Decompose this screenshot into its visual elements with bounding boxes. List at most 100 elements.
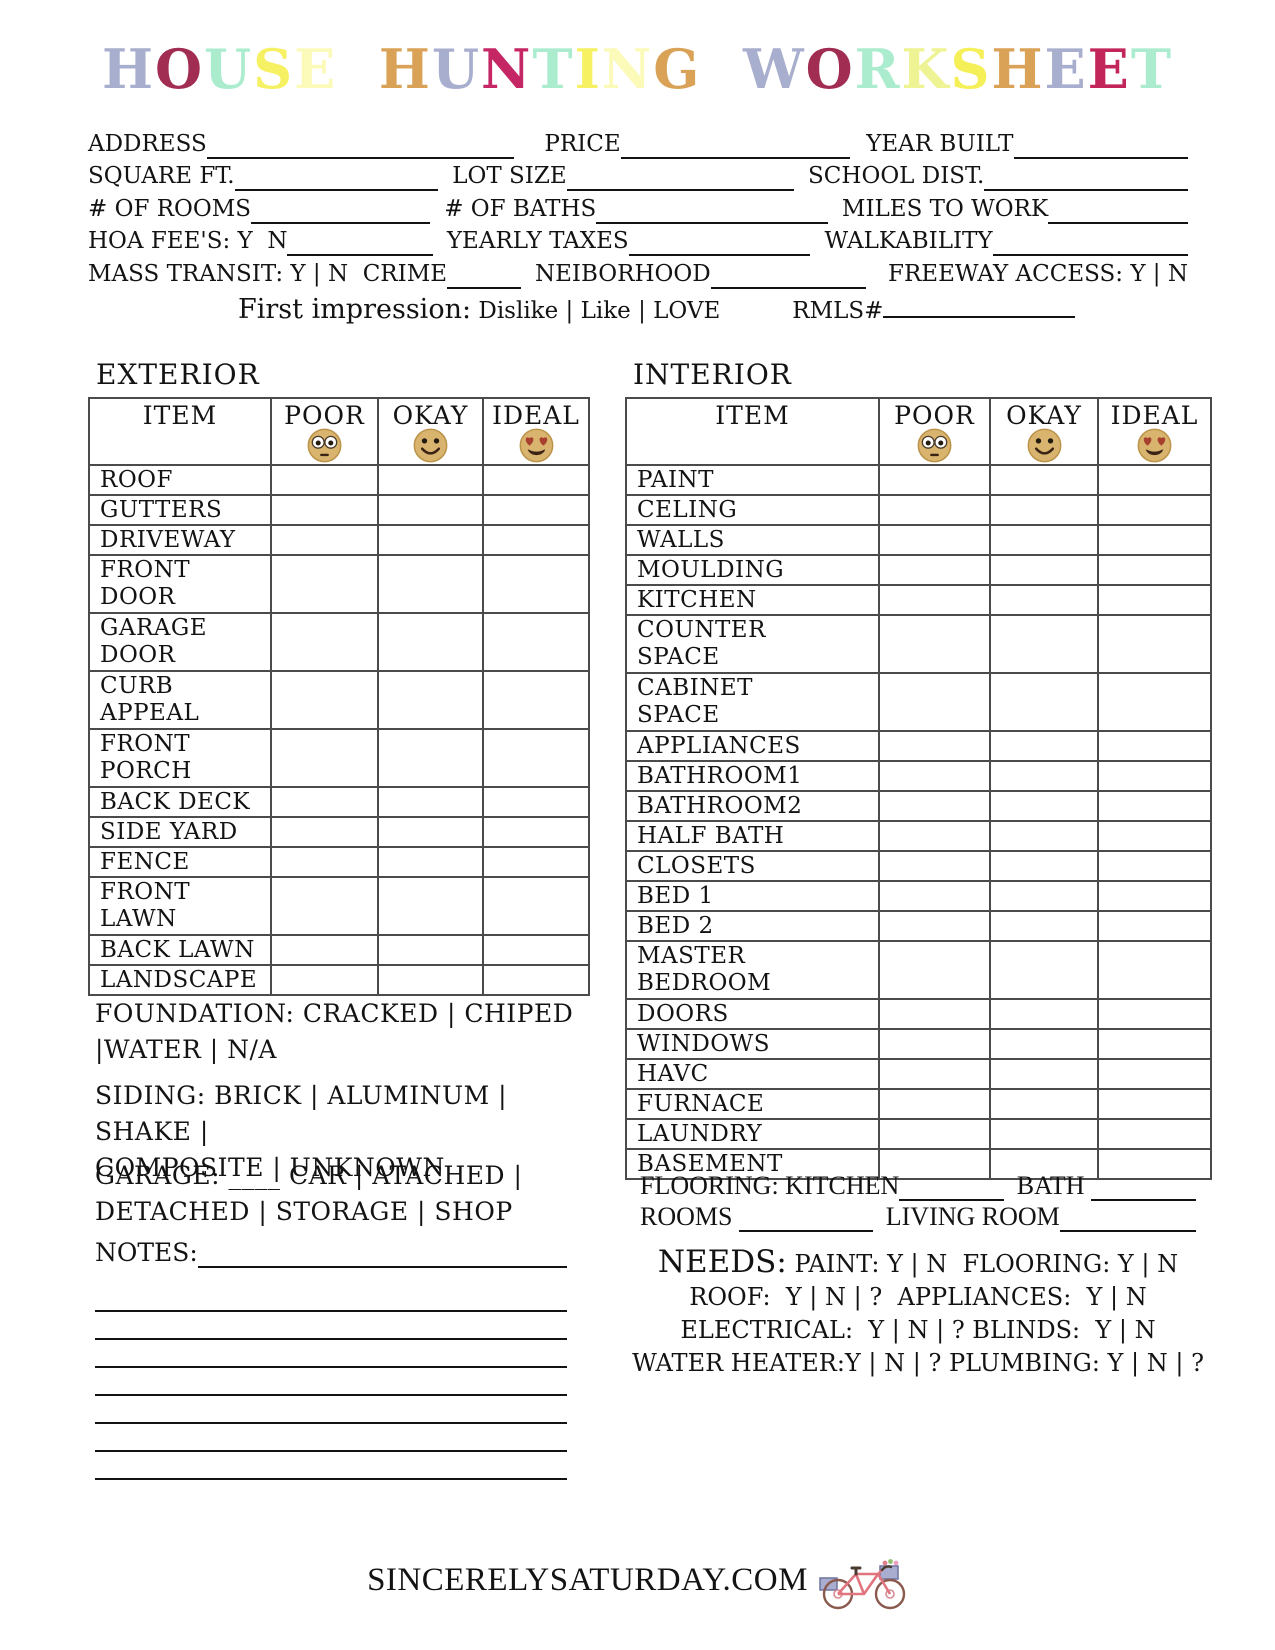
rating-cell-poor xyxy=(878,1148,991,1180)
item-cell: CURB APPEAL xyxy=(88,670,272,730)
item-label: BACK DECK xyxy=(100,788,251,815)
needs-first-line: PAINT: Y | N FLOORING: Y | N xyxy=(786,1250,1179,1278)
item-label: ROOF xyxy=(100,466,173,493)
table-row: HALF BATH xyxy=(625,820,1212,852)
rating-cell-poor xyxy=(878,880,991,912)
rating-cell-poor xyxy=(270,554,379,614)
item-cell: LAUNDRY xyxy=(625,1118,880,1150)
needs-line: ELECTRICAL: Y | N | ? BLINDS: Y | N xyxy=(680,1316,1156,1344)
rating-cell-ideal xyxy=(1097,494,1212,526)
notes-label: NOTES: xyxy=(95,1238,198,1267)
item-label: SPACE xyxy=(637,644,720,670)
rating-cell-okay xyxy=(989,554,1099,586)
notes-rule-line xyxy=(95,1422,567,1452)
rating-cell-poor xyxy=(878,790,991,822)
item-label: FENCE xyxy=(100,848,190,875)
table-row: BED 2 xyxy=(625,910,1212,942)
table-row: WALLS xyxy=(625,524,1212,556)
rating-cell-ideal xyxy=(1097,850,1212,882)
flooring-field-label: LIVING ROOM xyxy=(879,1202,1060,1231)
flooring-row: FLOORING: KITCHEN BATH xyxy=(640,1170,1197,1201)
form-field-label: # OF BATHS xyxy=(444,195,597,222)
footer: SINCERELYSATURDAY.COM xyxy=(0,1548,1275,1612)
flooring-field-blank-line xyxy=(899,1173,1005,1201)
item-label: MOULDING xyxy=(637,556,785,583)
exterior-section: EXTERIOR ITEM POOR OKAY IDEAL ROOF GUTTERS DRI… xyxy=(88,358,590,996)
rating-cell-ideal xyxy=(482,554,590,614)
table-row: BATHROOM1 xyxy=(625,760,1212,792)
rating-cell-ideal xyxy=(1097,910,1212,942)
rating-cell-okay xyxy=(377,524,484,556)
table-row: MOULDING xyxy=(625,554,1212,586)
rating-cell-okay xyxy=(989,850,1099,882)
item-cell: BATHROOM1 xyxy=(625,760,880,792)
rating-cell-okay xyxy=(377,934,484,966)
form-field-blank-line xyxy=(1013,131,1188,159)
page-title: HOUSE HUNTING WORKSHEET xyxy=(0,42,1275,96)
item-label: FURNACE xyxy=(637,1090,765,1117)
table-row: SIDE YARD xyxy=(88,816,590,848)
flushed-face-emoji xyxy=(880,427,989,464)
title-letter xyxy=(337,42,379,96)
interior-heading: INTERIOR xyxy=(633,358,792,391)
foundation-line: FOUNDATION: CRACKED | CHIPED xyxy=(95,999,574,1028)
rating-cell-okay xyxy=(377,846,484,878)
item-cell: BASEMENT xyxy=(625,1148,880,1180)
column-header-label: OKAY xyxy=(392,401,469,430)
property-info-form: ADDRESS PRICE YEAR BUILT SQUARE FT. LOT SIZE… xyxy=(88,126,1189,289)
item-label: FRONT xyxy=(100,557,191,583)
item-label: BEDROOM xyxy=(637,970,772,996)
header-row: ITEM POOR OKAY IDEAL xyxy=(625,397,1212,466)
title-letter: U xyxy=(204,37,254,101)
form-field-blank-line xyxy=(447,261,521,289)
item-label: BED 2 xyxy=(637,912,714,939)
item-cell: BACK LAWN xyxy=(88,934,272,966)
item-cell: DRIVEWAY xyxy=(88,524,272,556)
item-cell: BATHROOM2 xyxy=(625,790,880,822)
rating-cell-poor xyxy=(878,1118,991,1150)
rating-cell-ideal xyxy=(1097,790,1212,822)
table-row: CELING xyxy=(625,494,1212,526)
heart-eyes-emoji xyxy=(1099,427,1210,464)
rating-cell-ideal xyxy=(1097,584,1212,616)
smiley-face-emoji xyxy=(991,427,1097,464)
rating-cell-ideal xyxy=(1097,880,1212,912)
title-letter: E xyxy=(294,37,338,101)
rating-cell-poor xyxy=(878,584,991,616)
column-header-okay: OKAY xyxy=(989,397,1099,466)
form-row: ADDRESS PRICE YEAR BUILT xyxy=(88,126,1188,159)
column-header-label: OKAY xyxy=(1006,401,1082,430)
form-field-label: YEAR BUILT xyxy=(866,130,1014,157)
item-label: FRONT xyxy=(100,879,191,905)
rating-cell-poor xyxy=(270,964,379,996)
column-header-label: POOR xyxy=(894,401,975,430)
item-label: HALF BATH xyxy=(637,822,785,849)
form-field-blank-line xyxy=(620,131,851,159)
rating-cell-ideal xyxy=(482,846,590,878)
rating-cell-ideal xyxy=(1097,760,1212,792)
rating-cell-ideal xyxy=(1097,820,1212,852)
column-header-ideal: IDEAL xyxy=(482,397,590,466)
item-label: APPLIANCES xyxy=(637,732,801,759)
table-row: BASEMENT xyxy=(625,1148,1212,1180)
rating-cell-poor xyxy=(270,934,379,966)
title-letter: H xyxy=(991,37,1045,101)
form-field-label: ADDRESS xyxy=(88,130,207,157)
table-row: GUTTERS xyxy=(88,494,590,526)
rating-cell-poor xyxy=(270,612,379,672)
rating-cell-poor xyxy=(270,786,379,818)
table-row: ROOF xyxy=(88,464,590,496)
table-row: FENCE xyxy=(88,846,590,878)
rating-cell-ideal xyxy=(482,964,590,996)
title-letter: S xyxy=(253,37,295,101)
item-cell: HAVC xyxy=(625,1058,880,1090)
rating-cell-okay xyxy=(989,614,1099,674)
bicycle-icon xyxy=(819,1559,906,1610)
form-field-blank-line xyxy=(251,196,431,224)
flooring-field-blank-line xyxy=(1059,1204,1196,1232)
rating-cell-okay xyxy=(989,464,1099,496)
form-field-blank-line xyxy=(206,131,515,159)
table-row: MASTER BEDROOM xyxy=(625,940,1212,1000)
item-label: BACK LAWN xyxy=(100,936,255,963)
